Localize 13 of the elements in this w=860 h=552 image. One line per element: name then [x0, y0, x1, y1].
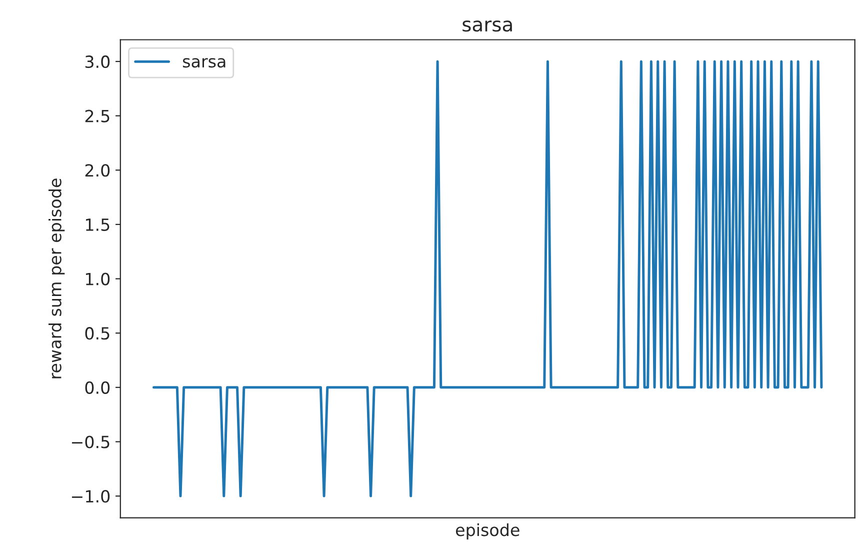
y-axis-title: reward sum per episode [48, 178, 65, 378]
x-axis-title: episode [456, 523, 520, 540]
y-tick-label: 3.0 [85, 55, 110, 68]
legend-label: sarsa [182, 58, 226, 68]
y-tick-label: 0.0 [85, 381, 110, 394]
y-tick-label: −1.0 [72, 490, 110, 503]
y-tick-label: −0.5 [72, 436, 110, 448]
y-tick-label: 2.0 [85, 164, 110, 177]
y-tick-label: 1.0 [86, 272, 110, 286]
y-tick-label: 2.5 [85, 110, 110, 122]
chart-title: sarsa [462, 20, 512, 32]
y-tick-label: 1.5 [86, 218, 110, 232]
y-tick-label: 0.5 [85, 327, 110, 340]
